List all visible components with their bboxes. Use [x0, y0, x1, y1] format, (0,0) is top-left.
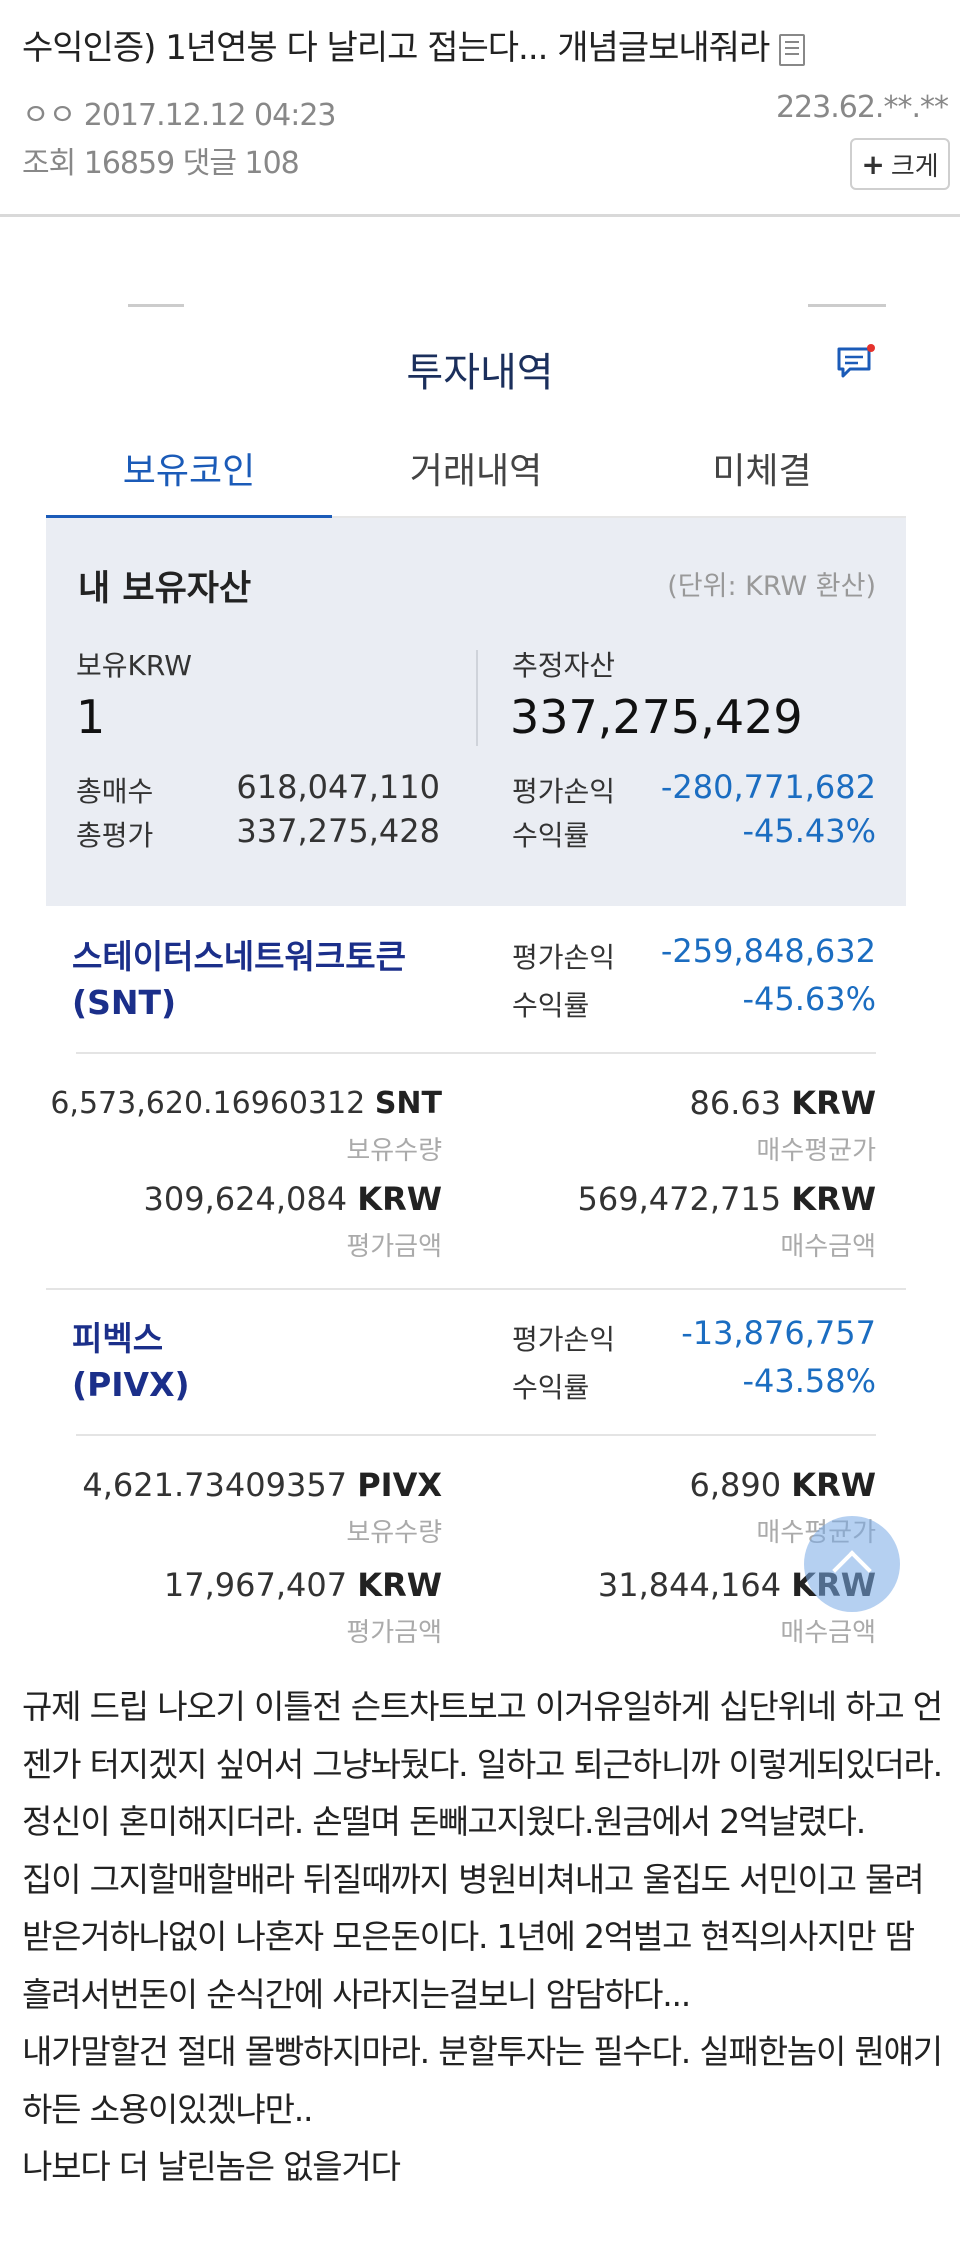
cropped-fragment	[128, 304, 184, 307]
cropped-fragment	[808, 304, 886, 307]
coin-name-text: 스테이터스네트워크토큰	[72, 937, 406, 976]
post-meta: ㅇㅇ 2017.12.12 04:23	[22, 90, 337, 134]
coin-symbol: (SNT)	[72, 983, 177, 1022]
enlarge-font-button[interactable]: + 크게	[850, 138, 950, 190]
estimated-label: 추정자산	[512, 649, 616, 682]
section-divider	[46, 1288, 906, 1290]
tab-open-orders[interactable]: 미체결	[712, 451, 812, 492]
total-buy-value: 618,047,110	[236, 768, 440, 806]
coin-pnl-value: -259,848,632	[660, 932, 876, 970]
tab-bar: 보유코인 거래내역 미체결	[46, 430, 906, 519]
document-icon	[779, 33, 806, 66]
assets-unit: (단위: KRW 환산)	[667, 571, 876, 602]
coin-eval-label: 평가금액	[346, 1618, 442, 1648]
tab-holdings[interactable]: 보유코인	[122, 451, 256, 492]
post-header: 수익인증) 1년연봉 다 날리고 접는다... 개념글보내줘라 ㅇㅇ 2017.…	[0, 0, 960, 217]
coin-eval: 309,624,084 KRW	[143, 1180, 442, 1218]
author-name[interactable]: ㅇㅇ	[22, 98, 76, 133]
comments-label: 댓글	[182, 146, 237, 181]
coin-symbol: (PIVX)	[72, 1365, 190, 1404]
post-paragraph: 내가말할건 절대 몰빵하지마라. 분할투자는 필수다. 실패한놈이 뭔얘기하든 …	[22, 2032, 943, 2129]
assets-divider	[476, 650, 478, 746]
author-ip: 223.62.**.**	[775, 90, 949, 125]
plus-icon: +	[861, 147, 885, 181]
active-tab-indicator	[46, 515, 332, 519]
post-datetime: 2017.12.12 04:23	[83, 98, 337, 133]
row-divider	[76, 1052, 876, 1054]
chat-icon[interactable]	[836, 344, 876, 380]
post-title: 수익인증) 1년연봉 다 날리고 접는다... 개념글보내줘라	[22, 20, 806, 69]
coin-name: 피벡스 (PIVX)	[72, 1316, 190, 1408]
coin-eval-label: 평가금액	[346, 1232, 442, 1262]
total-buy-label: 총매수	[76, 775, 154, 808]
app-title: 투자내역	[406, 350, 554, 396]
coin-qty-label: 보유수량	[346, 1136, 442, 1166]
total-eval-label: 총평가	[76, 819, 154, 852]
assets-heading: 내 보유자산	[78, 569, 252, 609]
rate-label: 수익률	[512, 819, 590, 852]
coin-name: 스테이터스네트워크토큰 (SNT)	[72, 934, 406, 1026]
scroll-to-top-button[interactable]	[804, 1516, 900, 1612]
coin-avg: 86.63 KRW	[689, 1084, 876, 1122]
coin-rate-label: 수익률	[512, 1371, 590, 1404]
coin-avg-label: 매수평균가	[756, 1136, 876, 1166]
views-label: 조회	[22, 146, 76, 181]
enlarge-font-label: 크게	[890, 151, 939, 182]
coin-pnl-value: -13,876,757	[681, 1314, 876, 1352]
coin-buy-label: 매수금액	[780, 1232, 876, 1262]
post-paragraph: 집이 그지할매할배라 뒤질때까지 병원비쳐내고 울집도 서민이고 물려받은거하나…	[22, 1859, 925, 2014]
coin-rate-label: 수익률	[512, 989, 590, 1022]
post-paragraph: 규제 드립 나오기 이틀전 슨트차트보고 이거유일하게 십단위네 하고 언젠가 …	[22, 1687, 943, 1841]
coin-pnl-label: 평가손익	[512, 1323, 616, 1356]
post-stats: 조회 16859 댓글 108	[22, 138, 300, 182]
coin-qty: 6,573,620.16960312 SNT	[50, 1086, 442, 1121]
coin-avg: 6,890 KRW	[689, 1466, 876, 1504]
post-title-text: 수익인증) 1년연봉 다 날리고 접는다... 개념글보내줘라	[22, 28, 770, 68]
post-paragraph: 나보다 더 날린놈은 없을거다	[22, 2147, 401, 2186]
coin-rate-value: -43.58%	[742, 1362, 876, 1400]
krw-value: 1	[76, 690, 106, 744]
coin-qty: 4,621.73409357 PIVX	[82, 1466, 442, 1504]
pnl-value: -280,771,682	[660, 768, 876, 806]
coin-name-text: 피벡스	[72, 1319, 164, 1358]
coin-buy: 569,472,715 KRW	[577, 1180, 876, 1218]
coin-eval: 17,967,407 KRW	[163, 1566, 442, 1604]
tab-trade-history[interactable]: 거래내역	[409, 451, 543, 492]
krw-label: 보유KRW	[76, 649, 192, 682]
my-assets-panel: 내 보유자산 (단위: KRW 환산) 보유KRW 1 추정자산 337,275…	[46, 518, 906, 906]
coin-buy-label: 매수금액	[780, 1618, 876, 1648]
comments-count[interactable]: 108	[244, 146, 299, 181]
rate-value: -45.43%	[742, 812, 876, 850]
pnl-label: 평가손익	[512, 775, 616, 808]
coin-pnl-label: 평가손익	[512, 941, 616, 974]
views-count: 16859	[83, 146, 175, 181]
total-eval-value: 337,275,428	[236, 812, 440, 850]
coin-rate-value: -45.63%	[742, 980, 876, 1018]
coin-qty-label: 보유수량	[346, 1518, 442, 1548]
post-body: 규제 드립 나오기 이틀전 슨트차트보고 이거유일하게 십단위네 하고 언젠가 …	[22, 1678, 943, 2196]
estimated-value: 337,275,429	[510, 690, 803, 744]
row-divider	[76, 1434, 876, 1436]
